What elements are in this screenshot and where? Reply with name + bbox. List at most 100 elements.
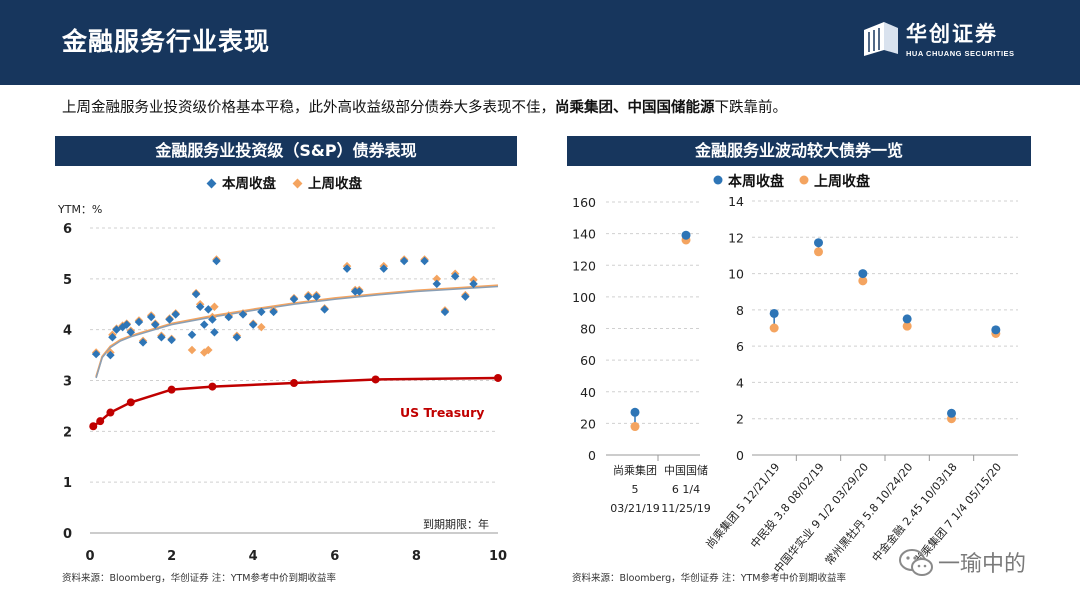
y-tick-label: 120 xyxy=(572,258,596,273)
y-tick-label: 8 xyxy=(736,303,744,318)
point-this-week xyxy=(420,256,429,266)
point-last-week xyxy=(432,274,442,284)
point-this-week xyxy=(257,307,266,317)
point-this-week xyxy=(195,302,205,312)
wechat-icon xyxy=(899,549,933,576)
point-this-week xyxy=(112,325,121,334)
legend-label-last-week: 上周收盘 xyxy=(814,173,870,190)
point-this-week xyxy=(91,349,101,359)
y-tick-label: 5 xyxy=(63,273,72,288)
x-category-label: 5 xyxy=(632,483,639,496)
left-chart-title: 金融服务业投资级（S&P）债券表现 xyxy=(55,136,517,166)
point-this-week xyxy=(208,315,217,324)
point-this-week xyxy=(122,320,131,329)
point-this-week xyxy=(224,312,233,322)
point-this-week xyxy=(289,294,299,304)
summary-bold-2: 中国国储能源 xyxy=(627,100,715,116)
x-category-label: 中国国储 xyxy=(664,463,708,477)
summary-sep: 、 xyxy=(613,100,628,116)
treasury-point xyxy=(106,408,115,417)
y-tick-label: 100 xyxy=(572,290,596,305)
brand-mark-icon xyxy=(864,22,898,56)
treasury-point xyxy=(126,398,135,407)
x-category-label: 尚乘集团 xyxy=(613,463,657,477)
y-tick-label: 160 xyxy=(572,195,596,210)
point-this-week xyxy=(902,314,912,324)
right-chart-title: 金融服务业波动较大债券一览 xyxy=(567,136,1031,166)
point-this-week xyxy=(171,310,180,319)
point-this-week xyxy=(399,256,409,266)
treasury-point xyxy=(89,422,98,431)
point-this-week xyxy=(304,292,313,301)
point-this-week xyxy=(165,315,174,324)
point-last-week xyxy=(814,247,823,257)
point-this-week xyxy=(151,320,160,329)
point-this-week xyxy=(355,287,364,296)
watermark-text: 一瑜中的 xyxy=(938,552,1027,577)
legend-label-last-week: 上周收盘 xyxy=(308,175,362,192)
legend-marker-last-week xyxy=(292,178,303,189)
y-tick-label: 80 xyxy=(580,322,596,337)
brand-logo: 华创证券 HUA CHUANG SECURITIES xyxy=(862,18,1022,64)
summary-bold-1: 尚乘集团 xyxy=(555,100,613,116)
x-tick-label: 2 xyxy=(167,549,176,564)
x-category-label: 尚乘集团 5 12/21/19 xyxy=(703,460,783,551)
point-last-week xyxy=(257,322,266,332)
x-category-label: 中民投 3.8 08/02/19 xyxy=(747,460,826,551)
point-this-week xyxy=(146,312,156,322)
x-tick-label: 0 xyxy=(85,549,94,564)
y-tick-label: 6 xyxy=(736,339,744,354)
y-tick-label: 140 xyxy=(572,227,596,242)
point-this-week xyxy=(199,320,209,329)
point-this-week xyxy=(108,333,117,342)
x-tick-label: 8 xyxy=(412,549,421,564)
treasury-point xyxy=(167,385,176,394)
y-tick-label: 60 xyxy=(580,353,596,368)
right-source-note: 资料来源：Bloomberg，华创证券 注：YTM参考中价到期收益率 xyxy=(572,573,847,584)
x-category-label: 03/21/19 xyxy=(610,502,659,515)
summary-suffix: 下跌靠前。 xyxy=(714,100,788,116)
legend-label-this-week: 本周收盘 xyxy=(728,173,784,190)
y-tick-label: 2 xyxy=(736,412,744,427)
treasury-point xyxy=(494,373,502,382)
x-category-label: 11/25/19 xyxy=(661,502,710,515)
y-tick-label: 3 xyxy=(63,375,72,390)
point-this-week xyxy=(769,308,779,318)
point-this-week xyxy=(469,279,478,289)
point-this-week xyxy=(432,279,442,289)
point-this-week xyxy=(269,307,278,317)
page-title: 金融服务行业表现 xyxy=(62,27,271,56)
point-this-week xyxy=(248,320,258,329)
point-last-week xyxy=(769,323,779,333)
point-this-week xyxy=(991,325,1001,335)
point-this-week xyxy=(204,305,213,314)
y-axis-label: YTM：% xyxy=(57,203,102,216)
left-source-note: 资料来源：Bloomberg，华创证券 注：YTM参考中价到期收益率 xyxy=(62,573,337,584)
point-this-week xyxy=(106,350,115,360)
legend-marker-last-week xyxy=(799,175,809,185)
point-this-week xyxy=(126,327,136,337)
point-this-week xyxy=(134,317,144,327)
y-tick-label: 12 xyxy=(728,230,744,245)
y-tick-label: 0 xyxy=(63,527,72,542)
y-tick-label: 10 xyxy=(728,267,744,282)
point-this-week xyxy=(814,238,823,248)
point-this-week xyxy=(167,335,176,345)
treasury-point xyxy=(208,382,217,391)
x-tick-label: 10 xyxy=(489,549,507,564)
point-this-week xyxy=(630,407,640,417)
y-tick-label: 1 xyxy=(63,476,72,491)
x-category-label: 中国华实业 9 1/2 03/29/20 xyxy=(771,460,871,576)
point-this-week xyxy=(212,256,221,266)
header-bar: 金融服务行业表现 华创证券 HUA CHUANG SECURITIES xyxy=(0,0,1080,85)
point-last-week xyxy=(858,276,868,286)
y-tick-label: 20 xyxy=(580,416,596,431)
x-axis-label: 到期期限：年 xyxy=(423,517,489,531)
point-this-week xyxy=(157,333,166,342)
point-this-week xyxy=(187,330,197,339)
point-last-week xyxy=(187,345,197,355)
y-tick-label: 4 xyxy=(736,375,744,390)
point-this-week xyxy=(312,292,321,301)
point-last-week xyxy=(204,345,213,355)
